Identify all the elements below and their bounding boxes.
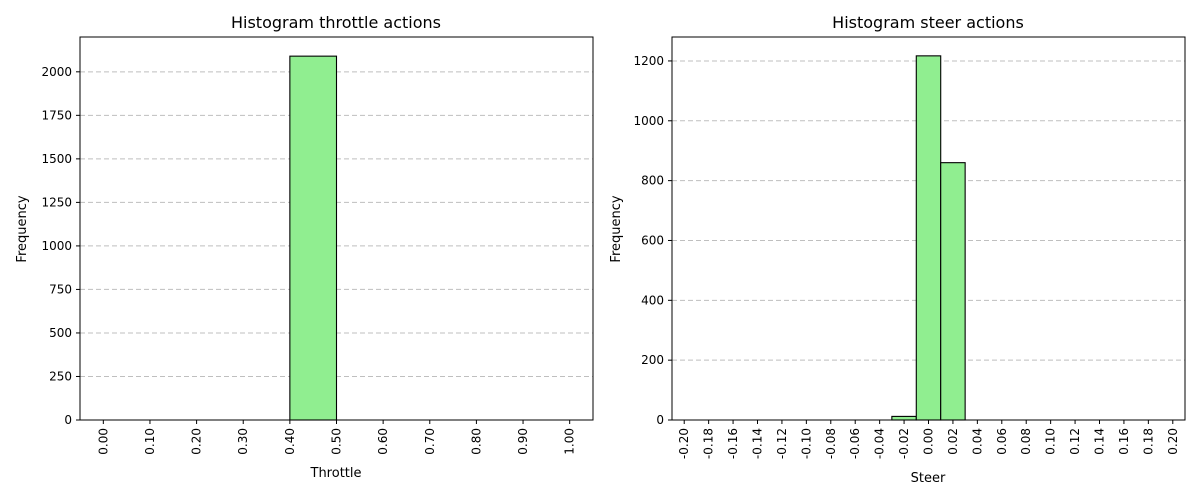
steer-x-tick-label: 0.04 xyxy=(970,428,984,455)
steer-x-tick-label: -0.08 xyxy=(824,428,838,459)
steer-x-tick-label: -0.12 xyxy=(775,428,789,459)
throttle-y-tick-label: 500 xyxy=(49,326,72,340)
throttle-bars xyxy=(289,55,338,421)
steer-x-tick-label: -0.14 xyxy=(751,428,765,459)
steer-histogram-panel: Histogram steer actions Steer Frequency … xyxy=(609,13,1186,486)
steer-x-tick-label: 0.08 xyxy=(1019,428,1033,455)
steer-x-tick-label: -0.04 xyxy=(873,428,887,459)
steer-x-tick-label: -0.02 xyxy=(897,428,911,459)
steer-histogram-bar xyxy=(915,55,942,421)
throttle-y-tick-label: 1750 xyxy=(41,108,72,122)
steer-ticks: 0 200 400 600 800 1000 1200 -0.20 -0.18 -0.16 -0.1… xyxy=(633,54,1179,459)
steer-y-tick-label: 1000 xyxy=(633,114,664,128)
throttle-y-tick-label: 1250 xyxy=(41,195,72,209)
steer-y-axis-label: Frequency xyxy=(609,195,624,262)
throttle-x-tick-label: 0.30 xyxy=(236,428,250,455)
steer-histogram-bar xyxy=(940,162,966,421)
throttle-x-tick-label: 0.70 xyxy=(423,428,437,455)
steer-y-tick-label: 1200 xyxy=(633,54,664,68)
steer-x-tick-label: -0.20 xyxy=(677,428,691,459)
steer-y-tick-label: 0 xyxy=(656,413,664,427)
steer-y-tick-label: 400 xyxy=(641,293,664,307)
steer-x-tick-label: -0.06 xyxy=(848,428,862,459)
throttle-y-tick-label: 1500 xyxy=(41,152,72,166)
steer-x-tick-label: 0.12 xyxy=(1068,428,1082,455)
throttle-chart-title: Histogram throttle actions xyxy=(231,13,441,32)
throttle-y-tick-label: 750 xyxy=(49,282,72,296)
throttle-x-tick-label: 0.60 xyxy=(376,428,390,455)
throttle-histogram-bar xyxy=(289,55,338,421)
steer-x-tick-label: 0.20 xyxy=(1166,428,1180,455)
steer-x-axis-label: Steer xyxy=(911,471,946,486)
steer-x-tick-label: -0.16 xyxy=(726,428,740,459)
throttle-x-tick-label: 0.00 xyxy=(96,428,110,455)
steer-histogram-bar xyxy=(891,415,917,421)
steer-x-tick-label: -0.18 xyxy=(702,428,716,459)
throttle-y-tick-label: 0 xyxy=(64,413,72,427)
steer-x-tick-label: 0.14 xyxy=(1093,428,1107,455)
throttle-x-tick-label: 0.10 xyxy=(143,428,157,455)
throttle-y-axis-label: Frequency xyxy=(15,195,30,262)
throttle-x-tick-label: 0.20 xyxy=(190,428,204,455)
steer-chart-title: Histogram steer actions xyxy=(832,13,1024,32)
throttle-x-tick-label: 0.90 xyxy=(516,428,530,455)
steer-x-tick-label: -0.10 xyxy=(799,428,813,459)
steer-x-tick-label: 0.10 xyxy=(1044,428,1058,455)
steer-x-tick-label: 0.06 xyxy=(995,428,1009,455)
throttle-ticks: 0 250 500 750 1000 1250 1500 1750 2000 0.00 0.10 0.… xyxy=(41,65,576,455)
throttle-y-tick-label: 250 xyxy=(49,369,72,383)
throttle-y-tick-label: 2000 xyxy=(41,65,72,79)
steer-y-tick-label: 200 xyxy=(641,353,664,367)
throttle-x-tick-label: 0.50 xyxy=(330,428,344,455)
steer-bars xyxy=(891,55,966,421)
throttle-x-tick-label: 0.80 xyxy=(469,428,483,455)
throttle-x-tick-label: 1.00 xyxy=(563,428,577,455)
steer-x-tick-label: 0.18 xyxy=(1141,428,1155,455)
throttle-y-tick-label: 1000 xyxy=(41,239,72,253)
steer-x-tick-label: 0.00 xyxy=(922,428,936,455)
steer-x-tick-label: 0.16 xyxy=(1117,428,1131,455)
steer-y-tick-label: 800 xyxy=(641,174,664,188)
steer-x-tick-label: 0.02 xyxy=(946,428,960,455)
throttle-histogram-panel: Histogram throttle actions Throttle Freq… xyxy=(15,13,594,481)
throttle-x-tick-label: 0.40 xyxy=(283,428,297,455)
steer-y-tick-label: 600 xyxy=(641,233,664,247)
throttle-x-axis-label: Throttle xyxy=(310,466,362,481)
